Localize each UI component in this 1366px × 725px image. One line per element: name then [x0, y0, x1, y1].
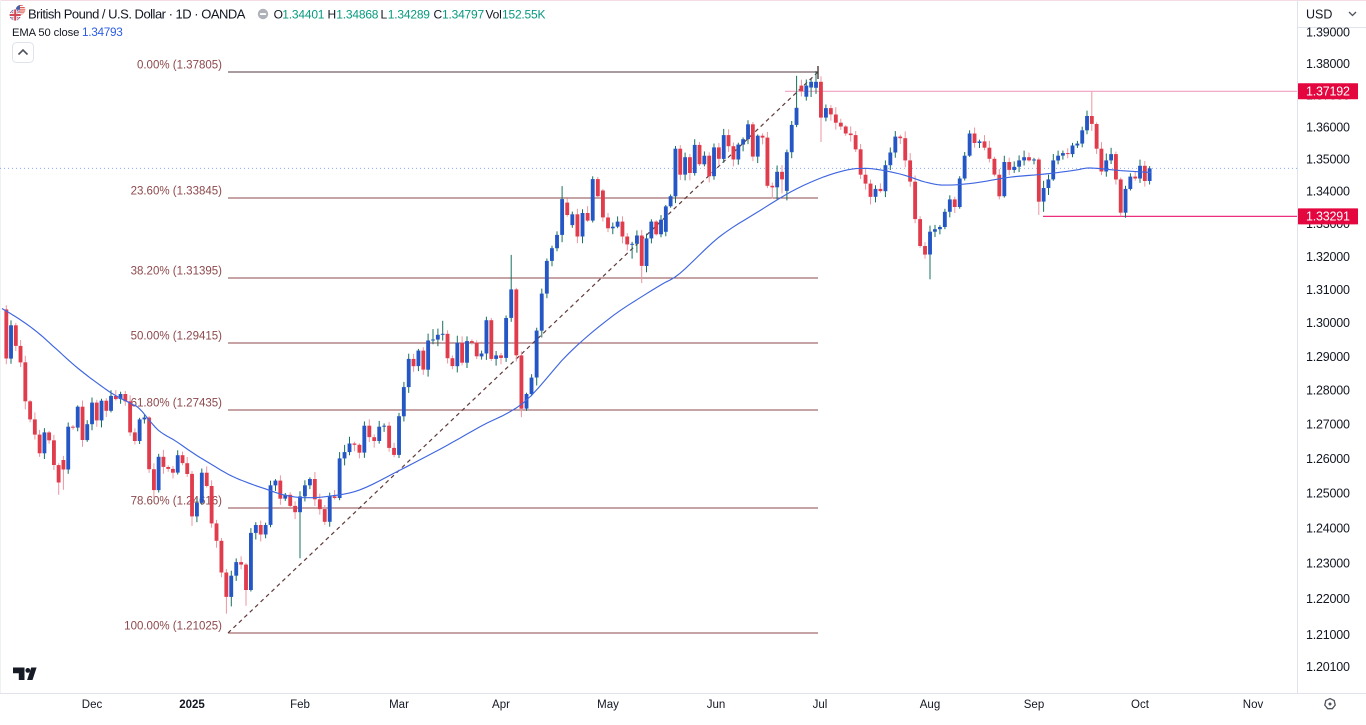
svg-text:Feb: Feb	[290, 699, 310, 711]
svg-text:1.36000: 1.36000	[1306, 120, 1350, 134]
svg-text:O: O	[274, 8, 283, 22]
svg-text:23.60% (1.33845): 23.60% (1.33845)	[131, 186, 223, 198]
svg-text:1.23000: 1.23000	[1306, 557, 1350, 571]
svg-text:1.34401: 1.34401	[282, 8, 325, 22]
svg-text:100.00% (1.21025): 100.00% (1.21025)	[124, 621, 222, 633]
svg-text:Jun: Jun	[707, 699, 726, 711]
svg-text:0.00% (1.37805): 0.00% (1.37805)	[137, 60, 222, 72]
svg-text:1.32000: 1.32000	[1306, 250, 1350, 264]
svg-text:1.34793: 1.34793	[82, 25, 123, 39]
svg-text:1.34000: 1.34000	[1306, 185, 1350, 199]
svg-text:1.34797: 1.34797	[442, 8, 485, 22]
svg-text:1.37192: 1.37192	[1306, 85, 1350, 99]
svg-text:1.39000: 1.39000	[1306, 26, 1350, 40]
svg-text:L: L	[381, 8, 388, 22]
svg-text:Apr: Apr	[492, 699, 510, 711]
svg-text:1.27000: 1.27000	[1306, 418, 1350, 432]
svg-text:C: C	[434, 8, 443, 22]
svg-text:EMA 50 close: EMA 50 close	[12, 27, 79, 39]
svg-text:1.34868: 1.34868	[336, 8, 379, 22]
svg-text:Oct: Oct	[1131, 699, 1150, 711]
svg-text:152.55K: 152.55K	[502, 8, 546, 22]
svg-text:Vol: Vol	[486, 8, 502, 22]
svg-text:H: H	[328, 8, 336, 22]
svg-text:1.22000: 1.22000	[1306, 592, 1350, 606]
svg-text:1.33291: 1.33291	[1306, 210, 1350, 224]
svg-text:1.20100: 1.20100	[1306, 660, 1350, 674]
svg-text:Sep: Sep	[1024, 699, 1044, 711]
svg-text:USD: USD	[1306, 8, 1332, 22]
svg-text:1.34289: 1.34289	[388, 8, 431, 22]
svg-text:1.30000: 1.30000	[1306, 316, 1350, 330]
svg-text:1.31000: 1.31000	[1306, 283, 1350, 297]
svg-text:Nov: Nov	[1243, 699, 1264, 711]
svg-text:May: May	[597, 699, 619, 711]
svg-text:2025: 2025	[179, 699, 205, 711]
svg-text:61.80% (1.27435): 61.80% (1.27435)	[131, 398, 223, 410]
svg-text:1.35000: 1.35000	[1306, 152, 1350, 166]
svg-text:1.26000: 1.26000	[1306, 452, 1350, 466]
svg-text:British Pound / U.S. Dollar ·: British Pound / U.S. Dollar · 1D · OANDA	[28, 7, 246, 22]
svg-text:50.00% (1.29415): 50.00% (1.29415)	[131, 331, 223, 343]
svg-text:1.25000: 1.25000	[1306, 487, 1350, 501]
svg-text:38.20% (1.31395): 38.20% (1.31395)	[131, 266, 223, 278]
svg-text:1.28000: 1.28000	[1306, 384, 1350, 398]
svg-text:1.24000: 1.24000	[1306, 521, 1350, 535]
svg-text:78.60% (1.24616): 78.60% (1.24616)	[131, 496, 223, 508]
svg-text:1.29000: 1.29000	[1306, 350, 1350, 364]
svg-text:1.38000: 1.38000	[1306, 57, 1350, 71]
svg-text:Jul: Jul	[813, 699, 828, 711]
svg-text:Aug: Aug	[920, 699, 940, 711]
svg-text:Mar: Mar	[389, 699, 409, 711]
svg-text:1.21000: 1.21000	[1306, 628, 1350, 642]
svg-text:Dec: Dec	[82, 699, 103, 711]
